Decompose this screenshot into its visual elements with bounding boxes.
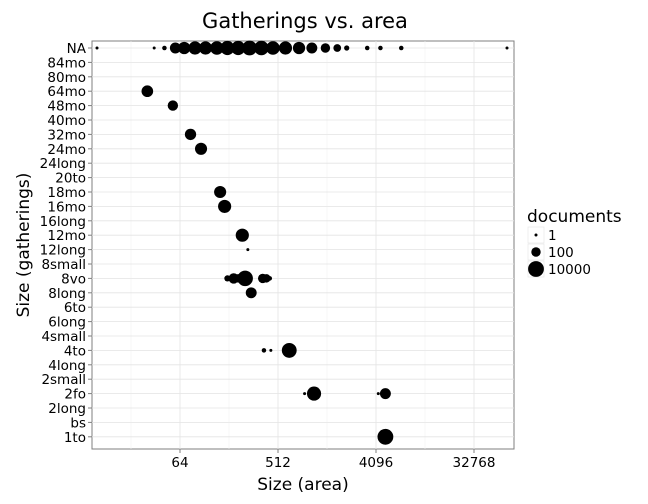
data-point xyxy=(266,41,280,55)
y-tick-label: 20to xyxy=(55,171,86,187)
x-tick-label: 32768 xyxy=(453,455,496,471)
y-tick-label: 8vo xyxy=(61,271,86,287)
legend-label: 100 xyxy=(548,245,574,261)
data-point xyxy=(254,40,269,56)
data-point xyxy=(95,46,99,50)
data-point xyxy=(320,43,331,53)
data-point xyxy=(376,392,380,396)
data-point xyxy=(245,287,257,299)
data-point xyxy=(333,44,342,52)
data-point xyxy=(378,45,383,51)
y-tick-label: 12mo xyxy=(47,228,86,244)
y-tick-label: 16long xyxy=(40,214,86,230)
y-tick-label: 6long xyxy=(48,315,86,331)
data-point xyxy=(237,270,253,287)
y-tick-label: 4long xyxy=(48,358,86,374)
data-point xyxy=(162,45,167,51)
data-point xyxy=(214,185,227,199)
x-axis: 64 512 4096 32768 xyxy=(171,449,495,471)
data-point xyxy=(377,428,394,445)
y-tick-label: 4small xyxy=(41,329,86,345)
data-point xyxy=(184,128,197,141)
data-point xyxy=(306,42,318,54)
legend-label: 1 xyxy=(548,228,557,244)
y-axis: 1tobs2long2fo2small4long4to4small6long6t… xyxy=(40,41,92,446)
y-tick-label: 8small xyxy=(41,257,86,273)
data-point xyxy=(210,41,224,55)
data-point xyxy=(306,386,322,401)
data-point xyxy=(278,41,293,55)
data-point xyxy=(262,274,271,283)
y-tick-label: 4to xyxy=(64,343,86,359)
x-tick-label: 512 xyxy=(265,455,291,471)
plot-panel xyxy=(91,40,515,450)
legend-symbol xyxy=(531,247,541,257)
y-tick-label: 24long xyxy=(40,156,86,172)
data-point xyxy=(188,41,202,55)
data-point xyxy=(141,85,154,98)
data-point xyxy=(231,40,246,56)
legend-symbol xyxy=(534,233,538,237)
x-tick-label: 4096 xyxy=(359,455,393,471)
y-tick-label: 6to xyxy=(64,300,86,316)
y-tick-label: NA xyxy=(67,41,87,57)
data-point xyxy=(364,45,370,51)
y-tick-label: 64mo xyxy=(47,84,86,100)
y-tick-label: 84mo xyxy=(47,55,86,71)
data-point xyxy=(235,228,249,242)
y-tick-label: bs xyxy=(70,415,86,431)
y-tick-label: 2fo xyxy=(64,387,86,403)
x-tick-label: 64 xyxy=(171,455,188,471)
data-point xyxy=(269,348,273,352)
data-point xyxy=(220,40,235,56)
data-point xyxy=(152,46,156,50)
grid xyxy=(92,41,514,449)
y-tick-label: 32mo xyxy=(47,127,86,143)
data-point xyxy=(233,274,243,283)
legend-label: 10000 xyxy=(548,262,591,278)
data-point xyxy=(267,276,273,281)
data-point xyxy=(218,199,232,213)
y-tick-label: 12long xyxy=(40,243,86,259)
data-point xyxy=(505,46,509,50)
data-point xyxy=(292,41,306,55)
y-tick-label: 2long xyxy=(48,401,86,417)
data-point xyxy=(281,342,297,358)
data-point xyxy=(261,348,267,353)
data-point xyxy=(169,42,181,54)
data-point xyxy=(198,41,213,55)
data-point xyxy=(398,45,404,51)
data-point xyxy=(178,41,191,55)
y-tick-label: 40mo xyxy=(47,113,86,129)
y-tick-label: 80mo xyxy=(47,70,86,86)
data-point xyxy=(378,435,382,439)
legend-symbol xyxy=(528,261,544,277)
y-tick-label: 2small xyxy=(41,372,86,388)
data-point xyxy=(224,275,231,282)
y-tick-label: 16mo xyxy=(47,199,86,215)
y-tick-label: 8long xyxy=(48,286,86,302)
data-point xyxy=(344,45,350,51)
y-axis-label: Size (gatherings) xyxy=(14,173,34,318)
chart-title: Gatherings vs. area xyxy=(202,9,408,33)
y-tick-label: 48mo xyxy=(47,99,86,115)
data-point xyxy=(167,100,179,111)
data-point xyxy=(194,142,208,155)
data-point xyxy=(246,248,250,252)
data-point xyxy=(242,40,257,56)
data-point xyxy=(303,392,307,396)
y-tick-label: 1to xyxy=(64,430,86,446)
x-axis-label: Size (area) xyxy=(257,475,348,495)
legend-title: documents xyxy=(527,207,622,227)
data-point xyxy=(379,388,391,400)
y-tick-label: 18mo xyxy=(47,185,86,201)
data-points xyxy=(95,40,509,445)
y-tick-label: 24mo xyxy=(47,142,86,158)
